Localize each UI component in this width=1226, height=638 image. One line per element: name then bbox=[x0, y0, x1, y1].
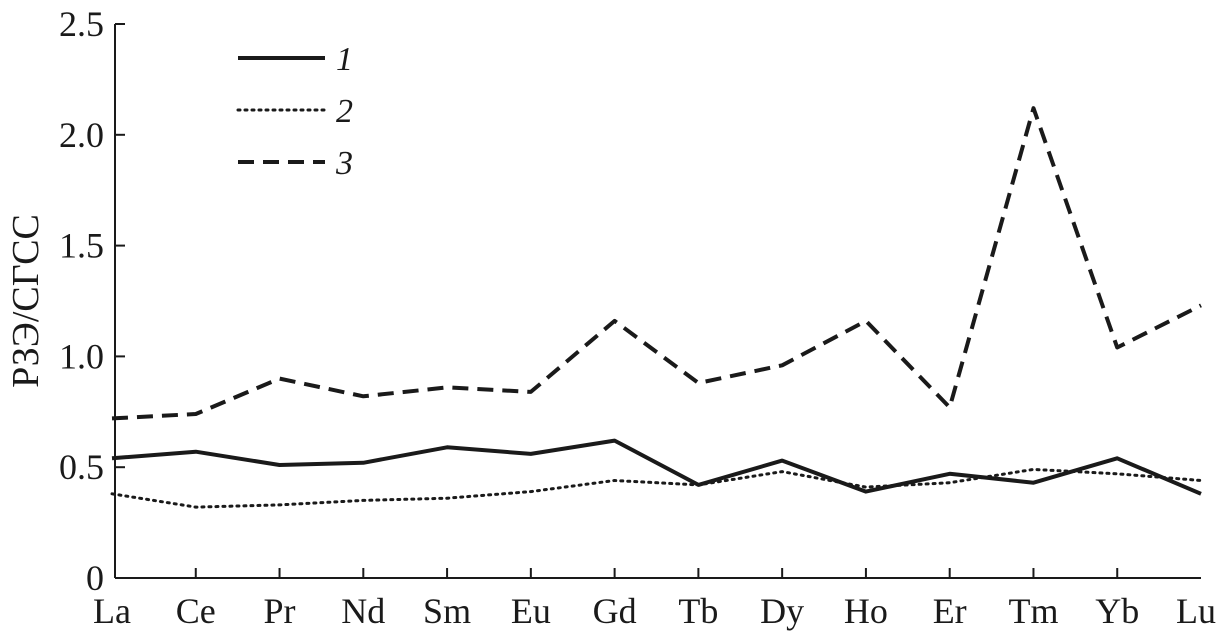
x-ticks: La Ce Pr Nd Sm Eu Gd Tb Dy Ho Er Tm Yb Lu bbox=[93, 568, 1216, 631]
legend: 1 2 3 bbox=[236, 41, 353, 182]
series-line-2 bbox=[110, 467, 1203, 509]
x-tick-label-dy: Dy bbox=[760, 591, 804, 631]
y-tick-label: 2.5 bbox=[59, 4, 104, 44]
x-tick-label-eu: Eu bbox=[511, 591, 551, 631]
y-tick-label: 1.5 bbox=[59, 226, 104, 266]
legend-label-2: 2 bbox=[336, 93, 353, 130]
y-axis-title: РЗЭ/СГСС bbox=[5, 214, 47, 388]
legend-label-1: 1 bbox=[336, 41, 353, 78]
x-tick-label-ho: Ho bbox=[844, 591, 888, 631]
x-tick-label-pr: Pr bbox=[264, 591, 296, 631]
x-tick-label-er: Er bbox=[933, 591, 967, 631]
x-tick-label-ce: Ce bbox=[176, 591, 216, 631]
legend-label-3: 3 bbox=[335, 145, 353, 182]
x-tick-label-la: La bbox=[93, 591, 131, 631]
x-tick-label-lu: Lu bbox=[1176, 591, 1216, 631]
y-tick-label: 0.5 bbox=[59, 447, 104, 487]
x-tick-label-tb: Tb bbox=[678, 591, 718, 631]
series-line-3 bbox=[111, 106, 1202, 421]
x-tick-label-nd: Nd bbox=[341, 591, 385, 631]
series-group bbox=[110, 106, 1203, 509]
x-tick-label-tm: Tm bbox=[1008, 591, 1058, 631]
y-ticks: 0 0.5 1.0 1.5 2.0 2.5 bbox=[59, 4, 125, 598]
x-tick-label-yb: Yb bbox=[1095, 591, 1139, 631]
series-line-1 bbox=[111, 438, 1202, 496]
y-tick-label: 0 bbox=[86, 558, 104, 598]
axes bbox=[114, 24, 1201, 579]
y-tick-label: 2.0 bbox=[59, 115, 104, 155]
x-tick-label-sm: Sm bbox=[423, 591, 471, 631]
y-tick-label: 1.0 bbox=[59, 336, 104, 376]
x-tick-label-gd: Gd bbox=[593, 591, 637, 631]
